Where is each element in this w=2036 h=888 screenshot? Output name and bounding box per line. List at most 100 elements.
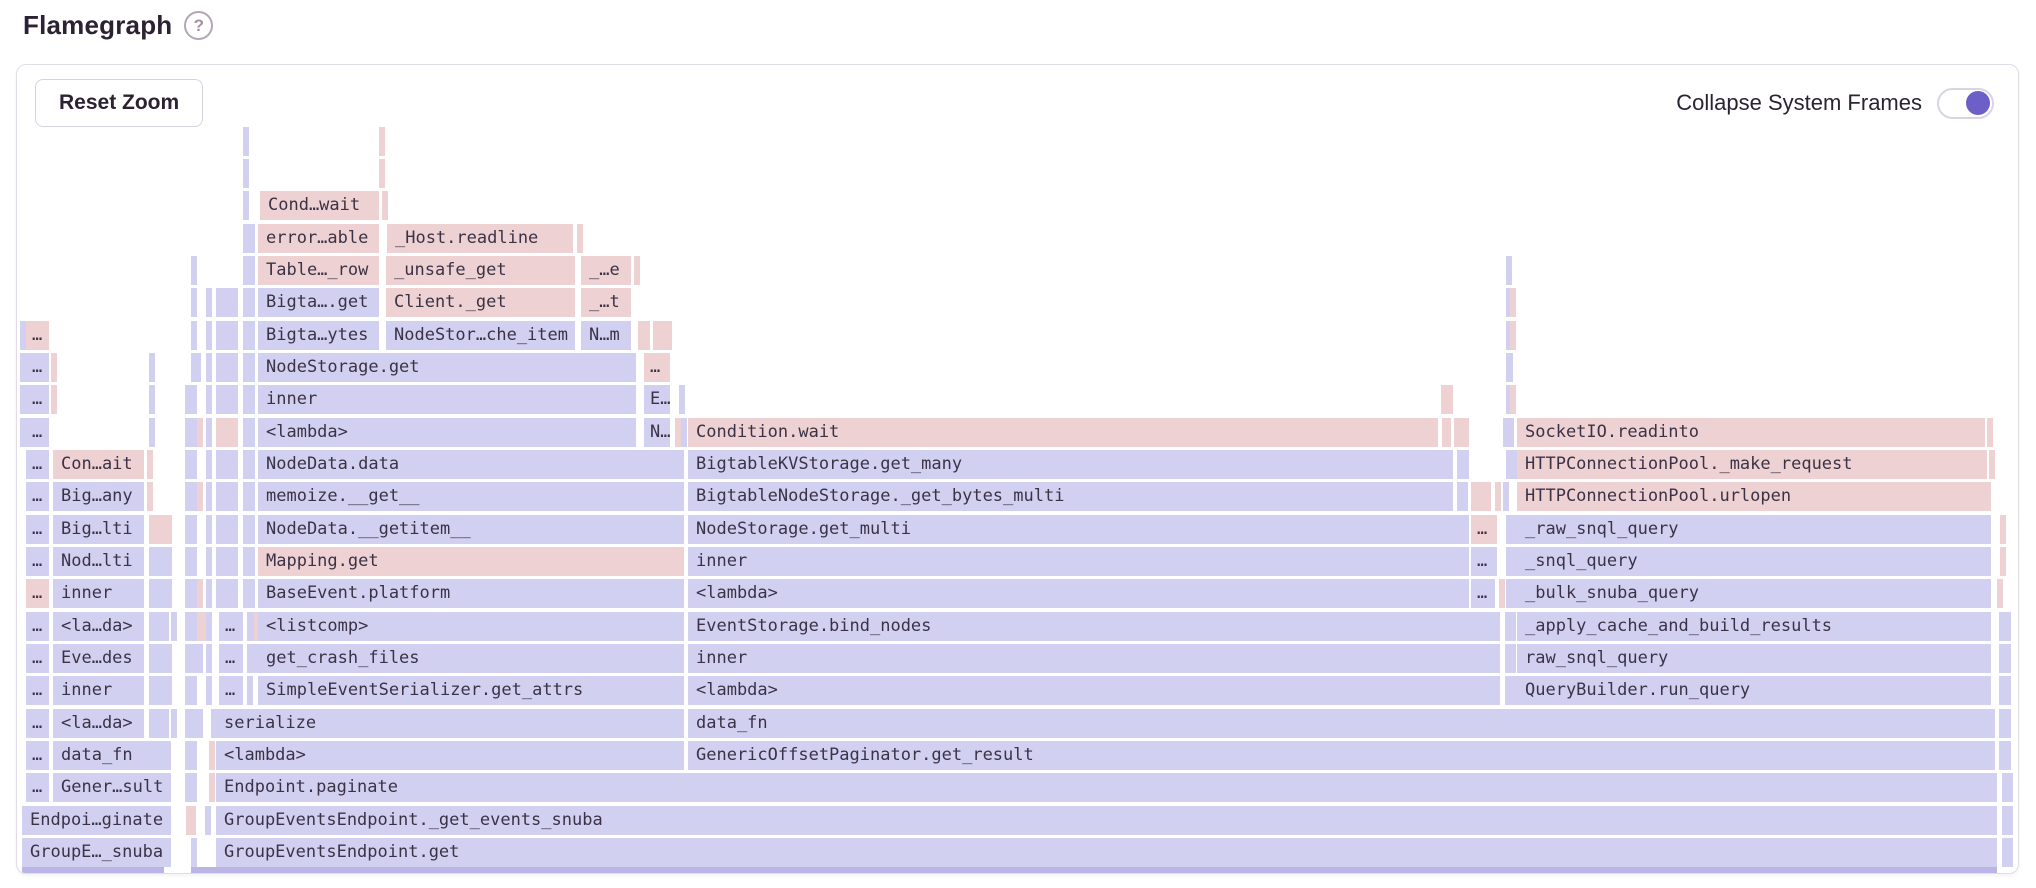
flame-frame[interactable] [249, 385, 255, 414]
flame-frame[interactable] [191, 450, 197, 479]
flame-frame[interactable]: _bulk_snuba_query [1517, 579, 1991, 608]
flame-frame[interactable] [1510, 644, 1516, 673]
flame-frame[interactable] [149, 515, 172, 544]
flame-frame[interactable]: <lambda> [258, 418, 636, 447]
flame-frame[interactable]: … [1471, 579, 1495, 608]
flame-frame[interactable] [2005, 676, 2011, 705]
flame-frame[interactable]: _…e [581, 256, 631, 285]
flame-frame[interactable]: Eve…des [53, 644, 144, 673]
flame-frame[interactable] [1505, 612, 1511, 641]
flame-frame[interactable]: … [26, 321, 49, 350]
flame-frame[interactable] [206, 579, 212, 608]
flame-frame[interactable] [206, 482, 212, 511]
flame-frame[interactable] [185, 741, 191, 770]
flame-frame[interactable]: Big…lti [53, 515, 144, 544]
flame-frame[interactable]: Con…ait [53, 450, 144, 479]
flame-frame[interactable]: … [219, 676, 243, 705]
flame-frame[interactable]: <listcomp> [258, 612, 684, 641]
collapse-system-frames-toggle[interactable] [1937, 87, 1994, 119]
flame-frame[interactable] [216, 579, 238, 608]
flame-frame[interactable] [197, 482, 203, 511]
flame-frame[interactable] [209, 773, 215, 802]
flame-frame[interactable] [1506, 288, 1512, 317]
flame-frame[interactable] [191, 482, 197, 511]
flame-frame[interactable] [243, 547, 249, 576]
flame-frame[interactable]: Endpoint.paginate [216, 773, 1997, 802]
flame-frame[interactable] [675, 418, 681, 447]
flame-frame[interactable] [149, 353, 155, 382]
flame-frame[interactable] [20, 385, 26, 414]
flame-frame[interactable] [249, 418, 255, 447]
flame-frame[interactable] [206, 321, 212, 350]
flame-frame[interactable] [201, 612, 207, 641]
flame-frame[interactable]: BaseEvent.platform [258, 579, 684, 608]
flame-frame[interactable] [149, 709, 169, 738]
flame-frame[interactable] [209, 741, 215, 770]
flame-frame[interactable] [1999, 644, 2005, 673]
flame-frame[interactable] [249, 450, 255, 479]
flame-frame[interactable]: Big…any [53, 482, 144, 511]
flame-frame[interactable]: raw_snql_query [1517, 644, 1991, 673]
flame-frame[interactable] [206, 644, 212, 673]
flame-frame[interactable] [216, 515, 238, 544]
flame-frame[interactable] [243, 191, 249, 220]
flame-frame[interactable] [191, 867, 1997, 873]
flame-frame[interactable] [1459, 418, 1465, 447]
flame-frame[interactable] [1511, 450, 1517, 479]
flame-frame[interactable] [243, 482, 249, 511]
flame-frame[interactable]: _…t [581, 288, 631, 317]
flame-frame[interactable] [249, 321, 255, 350]
flame-frame[interactable] [1503, 418, 1509, 447]
flame-frame[interactable] [206, 418, 212, 447]
flame-frame[interactable] [1506, 515, 1512, 544]
flame-frame[interactable]: … [219, 612, 243, 641]
flame-frame[interactable] [185, 612, 191, 641]
flame-frame[interactable]: <la…da> [53, 612, 144, 641]
flame-frame[interactable]: _Host.readline [387, 224, 573, 253]
flame-frame[interactable] [2000, 547, 2006, 576]
flame-frame[interactable] [1989, 450, 1995, 479]
flame-frame[interactable] [1511, 515, 1517, 544]
flame-frame[interactable] [1508, 418, 1514, 447]
flame-frame[interactable]: Bigta….get [258, 288, 379, 317]
flame-frame[interactable] [2002, 806, 2008, 835]
flame-frame[interactable] [1463, 418, 1469, 447]
flame-frame[interactable] [1506, 547, 1512, 576]
flame-frame[interactable] [1999, 709, 2005, 738]
flame-frame[interactable] [147, 482, 153, 511]
flame-frame[interactable]: BigtableKVStorage.get_many [688, 450, 1453, 479]
flame-frame[interactable]: … [26, 644, 49, 673]
flame-frame[interactable] [247, 676, 253, 705]
flame-frame[interactable] [171, 709, 177, 738]
flame-frame[interactable] [1506, 385, 1512, 414]
flame-frame[interactable] [2000, 515, 2006, 544]
flame-frame[interactable]: … [219, 644, 243, 673]
flame-frame[interactable] [149, 579, 172, 608]
flame-frame[interactable] [191, 321, 197, 350]
flame-frame[interactable]: HTTPConnectionPool.urlopen [1517, 482, 1991, 511]
flame-frame[interactable] [185, 644, 191, 673]
flame-frame[interactable] [171, 612, 177, 641]
flame-frame[interactable]: … [26, 741, 49, 770]
flame-frame[interactable] [2002, 838, 2008, 867]
flame-frame[interactable] [216, 288, 238, 317]
flame-frame[interactable] [1506, 321, 1512, 350]
flame-frame[interactable]: … [26, 579, 49, 608]
flame-frame[interactable]: … [26, 515, 49, 544]
flame-frame[interactable] [51, 385, 57, 414]
flame-frame[interactable] [1999, 741, 2005, 770]
flame-frame[interactable]: … [1471, 515, 1497, 544]
flame-frame[interactable] [1505, 644, 1511, 673]
help-icon[interactable]: ? [184, 11, 214, 40]
flame-frame[interactable]: memoize.__get__ [258, 482, 684, 511]
flame-frame[interactable] [216, 547, 238, 576]
flame-frame[interactable]: HTTPConnectionPool._make_request [1517, 450, 1987, 479]
flame-frame[interactable]: … [26, 450, 49, 479]
flame-frame[interactable] [1999, 676, 2005, 705]
flame-frame[interactable] [247, 612, 253, 641]
flame-frame[interactable] [2007, 838, 2013, 867]
flame-frame[interactable]: _snql_query [1517, 547, 1991, 576]
flame-frame[interactable] [249, 515, 255, 544]
flame-frame[interactable]: EventStorage.bind_nodes [688, 612, 1500, 641]
flame-frame[interactable] [249, 224, 255, 253]
